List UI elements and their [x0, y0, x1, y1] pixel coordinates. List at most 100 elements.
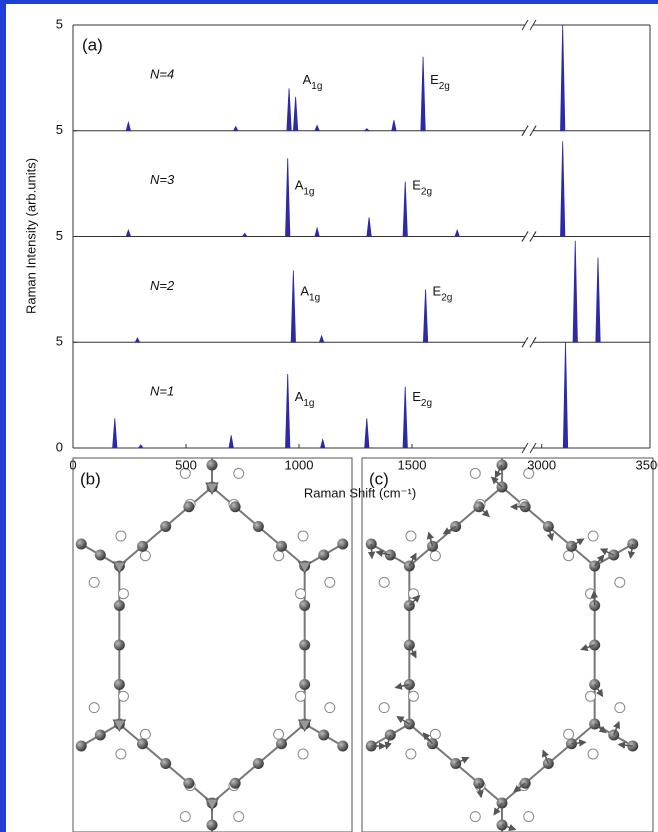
carbon-atom [253, 521, 264, 532]
hydrogen-atom [406, 531, 416, 541]
peak [243, 233, 247, 236]
peak [392, 120, 396, 131]
peak [573, 241, 577, 343]
peak [403, 387, 407, 448]
peak [139, 445, 143, 448]
hydrogen-atom [140, 729, 150, 739]
y-tick-label: 0 [56, 439, 63, 454]
carbon-atom [183, 501, 194, 512]
annotation-text: E [412, 389, 421, 404]
hydrogen-atom [89, 577, 99, 587]
carbon-atom [114, 640, 125, 651]
annotation-sub: 2g [421, 186, 432, 197]
y-tick-label: 5 [56, 334, 63, 349]
series-name: N=4 [150, 66, 174, 81]
annotation-text: A [303, 72, 312, 87]
hydrogen-atom [470, 812, 480, 822]
hydrogen-atom [588, 531, 598, 541]
hydrogen-atom [274, 729, 284, 739]
peak-annotation: A1g [295, 389, 315, 408]
peak-annotation: E2g [412, 178, 432, 197]
hydrogen-atom [408, 691, 418, 701]
annotation-sub: 1g [309, 292, 320, 303]
peak [365, 418, 369, 448]
carbon-atom [114, 679, 125, 690]
hydrogen-atom [116, 749, 126, 759]
peak [229, 435, 233, 448]
x-axis-label: Raman Shift (cm⁻¹) [304, 485, 416, 500]
annotation-text: A [295, 178, 304, 193]
carbon-atom [137, 738, 148, 749]
hydrogen-atom [274, 551, 284, 561]
peak [135, 338, 139, 342]
hydrogen-atom [379, 577, 389, 587]
hydrogen-atom [325, 577, 335, 587]
figure: (a) Raman Shift (cm⁻¹) Raman Intensity (… [0, 0, 658, 832]
x-tick-label: 3500 [636, 457, 658, 472]
y-tick-label: 5 [56, 122, 63, 137]
hydrogen-atom [379, 703, 389, 713]
carbon-atom [207, 820, 218, 831]
peak [423, 289, 427, 342]
annotation-sub: 1g [311, 80, 322, 91]
carbon-atom [183, 778, 194, 789]
peak [596, 258, 600, 343]
peak [287, 88, 291, 130]
carbon-atom [299, 600, 310, 611]
hydrogen-atom [430, 551, 440, 561]
carbon-atom [230, 778, 241, 789]
hydrogen-atom [140, 551, 150, 561]
peak [421, 57, 425, 131]
hydrogen-atom [180, 812, 190, 822]
diagram-label: (c) [369, 469, 389, 488]
x-tick-label: 1000 [285, 457, 314, 472]
hydrogen-atom [524, 812, 534, 822]
carbon-atom [253, 758, 264, 769]
y-tick-label: 5 [56, 228, 63, 243]
hydrogen-atom [89, 703, 99, 713]
x-tick-label: 1500 [398, 457, 427, 472]
annotation-sub: 2g [441, 292, 452, 303]
peak-annotation: A1g [295, 178, 315, 197]
peak [560, 25, 564, 131]
carbon-atom [160, 758, 171, 769]
displacement-arrow [594, 592, 595, 606]
annotation-text: E [430, 72, 439, 87]
peak [286, 158, 290, 236]
carbon-atom [114, 600, 125, 611]
peak [403, 182, 407, 237]
peak-annotation: A1g [300, 284, 320, 303]
peak [365, 129, 369, 131]
carbon-atom [276, 738, 287, 749]
hydrogen-atom [298, 531, 308, 541]
annotation-sub: 1g [303, 398, 314, 409]
carbon-atom [299, 640, 310, 651]
hydrogen-atom [615, 703, 625, 713]
carbon-atom [337, 539, 348, 550]
peak [293, 97, 297, 131]
peak [286, 374, 290, 448]
x-tick-label: 0 [69, 457, 76, 472]
peak-annotation: E2g [412, 389, 432, 408]
hydrogen-atom [586, 691, 596, 701]
hydrogen-atom [408, 589, 418, 599]
annotation-text: A [300, 284, 309, 299]
peak [563, 342, 567, 448]
hydrogen-atom [325, 703, 335, 713]
hydrogen-atom [470, 468, 480, 478]
carbon-atom [276, 541, 287, 552]
peak [126, 122, 130, 130]
carbon-atom [95, 730, 106, 741]
peak [321, 440, 325, 448]
peak-annotation: A1g [303, 72, 323, 91]
annotation-sub: 2g [439, 80, 450, 91]
displacement-arrow [371, 544, 372, 558]
carbon-atom [137, 541, 148, 552]
peak [315, 125, 319, 130]
x-tick-label: 500 [175, 457, 197, 472]
carbon-atom [95, 550, 106, 561]
carbon-atom [207, 438, 218, 449]
annotation-text: E [412, 178, 421, 193]
carbon-atom [207, 460, 218, 471]
peak [560, 141, 564, 236]
